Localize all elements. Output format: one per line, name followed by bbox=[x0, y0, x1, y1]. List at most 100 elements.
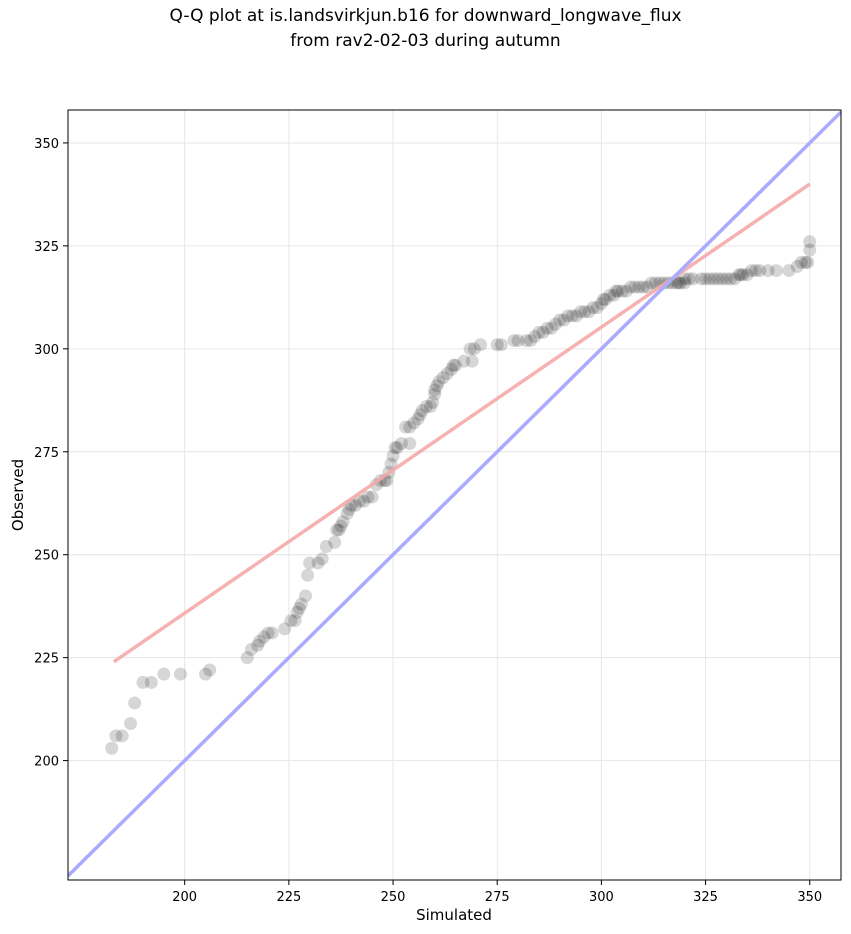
fit-line bbox=[112, 182, 811, 664]
plot-area bbox=[68, 110, 841, 878]
data-point bbox=[607, 288, 621, 302]
data-point bbox=[428, 383, 442, 397]
y-tick-label: 250 bbox=[34, 549, 59, 564]
data-point bbox=[299, 589, 313, 603]
data-point bbox=[444, 362, 458, 376]
data-point bbox=[463, 342, 477, 356]
data-point bbox=[278, 622, 292, 636]
data-point bbox=[403, 420, 417, 434]
data-point bbox=[353, 494, 367, 508]
data-point bbox=[790, 259, 804, 273]
data-point bbox=[507, 334, 521, 348]
x-tick-label: 225 bbox=[276, 890, 301, 905]
data-point bbox=[332, 523, 346, 537]
data-point bbox=[740, 268, 754, 282]
data-point bbox=[240, 651, 254, 665]
data-point bbox=[794, 255, 808, 269]
plot-frame bbox=[67, 109, 842, 881]
data-point bbox=[582, 305, 596, 319]
data-point bbox=[586, 301, 600, 315]
chart-title-line1: Q-Q plot at is.landsvirkjun.b16 for down… bbox=[169, 6, 682, 26]
data-point bbox=[467, 342, 481, 356]
data-point bbox=[474, 338, 488, 352]
data-point bbox=[736, 268, 750, 282]
data-point bbox=[257, 630, 271, 644]
data-point bbox=[632, 280, 646, 294]
y-tick-label: 350 bbox=[34, 137, 59, 152]
data-point bbox=[174, 667, 188, 681]
data-point bbox=[569, 309, 583, 323]
data-point bbox=[611, 284, 625, 298]
x-tick-label: 275 bbox=[485, 890, 510, 905]
data-point bbox=[511, 334, 525, 348]
data-point bbox=[424, 399, 438, 413]
data-point bbox=[744, 264, 758, 278]
data-point bbox=[599, 292, 613, 306]
data-point bbox=[494, 338, 508, 352]
chart-title-line2: from rav2-02-03 during autumn bbox=[290, 31, 561, 51]
data-point bbox=[446, 358, 460, 372]
data-point bbox=[603, 288, 617, 302]
data-point bbox=[694, 272, 708, 286]
x-tick-label: 300 bbox=[589, 890, 614, 905]
data-point bbox=[682, 272, 696, 286]
data-point bbox=[403, 437, 417, 451]
data-point bbox=[686, 272, 700, 286]
data-point bbox=[251, 638, 265, 652]
data-point bbox=[644, 276, 658, 290]
data-point bbox=[711, 272, 725, 286]
data-point bbox=[294, 597, 308, 611]
y-tick-label: 275 bbox=[34, 446, 59, 461]
data-point bbox=[557, 313, 571, 327]
x-axis-label: Simulated bbox=[416, 906, 492, 924]
data-point bbox=[671, 276, 685, 290]
data-point bbox=[749, 264, 763, 278]
data-point bbox=[801, 255, 815, 269]
x-tick-label: 350 bbox=[797, 890, 822, 905]
data-point bbox=[628, 280, 642, 294]
data-point bbox=[803, 235, 817, 249]
data-point bbox=[394, 437, 408, 451]
data-point bbox=[549, 317, 563, 331]
data-point bbox=[388, 441, 402, 455]
data-point bbox=[284, 614, 298, 628]
data-point bbox=[636, 280, 650, 294]
data-point bbox=[436, 371, 450, 385]
data-point bbox=[365, 490, 379, 504]
data-point bbox=[715, 272, 729, 286]
data-point bbox=[413, 408, 427, 422]
data-point bbox=[157, 667, 171, 681]
data-point bbox=[419, 399, 433, 413]
data-point bbox=[532, 325, 546, 339]
x-tick-label: 325 bbox=[693, 890, 718, 905]
data-point bbox=[390, 441, 404, 455]
data-point bbox=[799, 255, 813, 269]
data-point bbox=[465, 354, 479, 368]
data-point bbox=[734, 268, 748, 282]
data-point bbox=[707, 272, 721, 286]
data-point bbox=[330, 523, 344, 537]
data-point bbox=[124, 717, 138, 731]
data-point bbox=[253, 634, 267, 648]
data-point bbox=[199, 667, 213, 681]
y-tick-label: 300 bbox=[34, 343, 59, 358]
data-point bbox=[544, 321, 558, 335]
data-point bbox=[261, 626, 275, 640]
identity-line bbox=[68, 110, 841, 878]
data-point bbox=[619, 284, 633, 298]
data-point bbox=[596, 292, 610, 306]
data-point bbox=[640, 280, 654, 294]
data-point bbox=[265, 626, 279, 640]
data-point bbox=[361, 490, 375, 504]
data-point bbox=[315, 552, 329, 566]
data-point bbox=[128, 696, 142, 710]
data-point bbox=[105, 741, 119, 755]
data-point bbox=[415, 404, 429, 418]
data-point bbox=[594, 297, 608, 311]
data-point bbox=[524, 334, 538, 348]
data-point bbox=[432, 375, 446, 389]
data-point bbox=[615, 284, 629, 298]
data-point bbox=[761, 264, 775, 278]
data-point bbox=[203, 663, 217, 677]
